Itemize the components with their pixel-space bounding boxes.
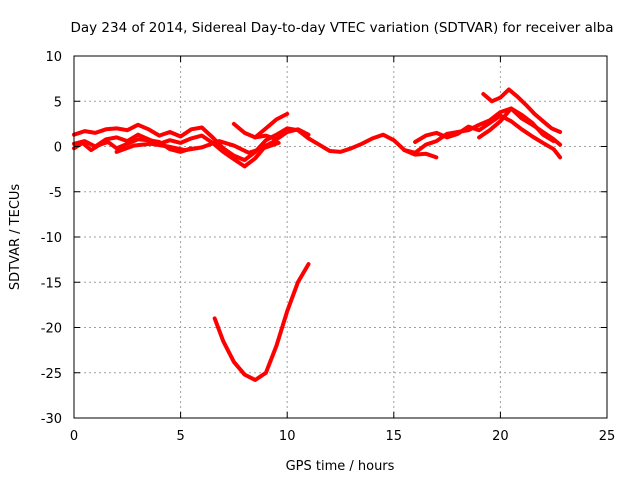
grid-lines [74, 56, 607, 418]
series-line-track-g [212, 262, 311, 382]
series-line-track-i [413, 113, 563, 160]
series-line-track-j [481, 87, 563, 134]
series-line-track-e [231, 121, 311, 142]
y-tick-label: -30 [41, 412, 62, 427]
chart-title: Day 234 of 2014, Sidereal Day-to-day VTE… [70, 20, 613, 36]
x-tick-label: 0 [70, 429, 78, 444]
y-tick-label: 0 [54, 141, 62, 156]
x-tick-label: 15 [386, 429, 403, 444]
y-tick-label: -10 [41, 231, 62, 246]
y-tick-label: 10 [45, 50, 62, 65]
series-line-track-c [72, 137, 194, 154]
axis-ticks: 0 5 10 15 20 25 -30 -25 -20 -15 -10 -5 0 5 10 [41, 50, 616, 444]
series-line-track-f [253, 111, 290, 140]
y-tick-label: 5 [54, 95, 62, 110]
y-axis-label: SDTVAR / TECUs [8, 184, 23, 291]
series-line-track-k [477, 106, 556, 144]
x-tick-label: 10 [279, 429, 296, 444]
y-tick-label: -15 [41, 276, 62, 291]
series-line-track-b [72, 132, 279, 169]
x-tick-label: 5 [176, 429, 184, 444]
y-tick-label: -20 [41, 322, 62, 337]
x-tick-label: 25 [599, 429, 616, 444]
y-tick-label: -5 [49, 186, 62, 201]
y-tick-label: -25 [41, 367, 62, 382]
series-line-track-d [114, 139, 281, 155]
x-tick-label: 20 [492, 429, 509, 444]
x-axis-label: GPS time / hours [286, 459, 395, 474]
series-group [72, 87, 563, 382]
